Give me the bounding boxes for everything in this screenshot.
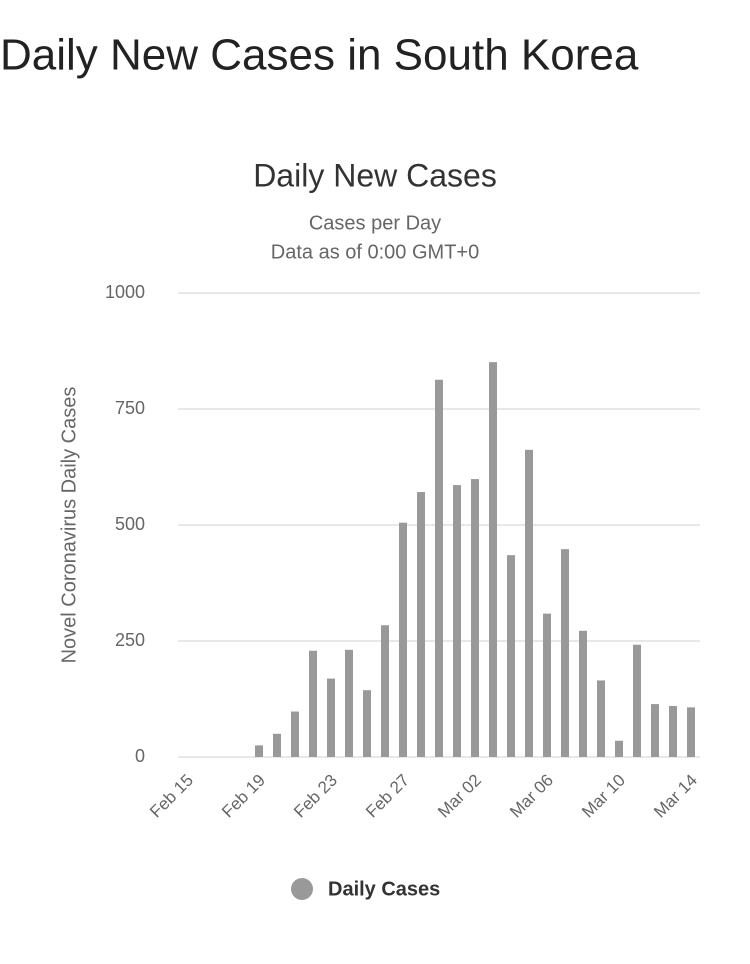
- y-tick-label: 1000: [105, 282, 145, 302]
- bar: [381, 625, 389, 757]
- x-tick-label: Mar 14: [650, 771, 701, 822]
- bar: [489, 362, 497, 757]
- legend-label: Daily Cases: [328, 878, 440, 900]
- bar: [597, 680, 605, 757]
- chart-subtitle: Data as of 0:00 GMT+0: [271, 241, 479, 263]
- y-tick-label: 750: [115, 398, 145, 418]
- x-tick-label: Feb 15: [146, 771, 197, 822]
- x-tick-label: Mar 02: [434, 771, 485, 822]
- y-axis-label: Novel Coronavirus Daily Cases: [58, 387, 80, 664]
- x-tick-label: Feb 19: [218, 771, 269, 822]
- y-tick-label: 0: [135, 746, 145, 766]
- bar: [363, 690, 371, 757]
- y-tick-label: 250: [115, 630, 145, 650]
- x-tick-label: Mar 10: [578, 771, 629, 822]
- chart-title: Daily New Cases: [253, 157, 497, 193]
- bar: [561, 549, 569, 757]
- bar: [255, 745, 263, 757]
- bar: [615, 740, 623, 757]
- y-tick-label: 500: [115, 514, 145, 534]
- legend-marker: [291, 878, 313, 900]
- bar: [543, 613, 551, 757]
- bar: [453, 485, 461, 757]
- bar: [525, 449, 533, 757]
- bar: [345, 649, 353, 757]
- bar: [417, 492, 425, 757]
- x-tick-label: Feb 23: [290, 771, 341, 822]
- bar: [327, 678, 335, 757]
- bar: [633, 644, 641, 757]
- bar: [435, 379, 443, 757]
- bar: [273, 733, 281, 757]
- bar: [579, 630, 587, 757]
- bar: [669, 705, 677, 757]
- x-tick-label: Feb 27: [362, 771, 413, 822]
- x-tick-label: Mar 06: [506, 771, 557, 822]
- chart-subtitle: Cases per Day: [309, 212, 441, 234]
- bar: [291, 711, 299, 757]
- bar: [471, 479, 479, 757]
- bar: [651, 704, 659, 757]
- bar: [687, 707, 695, 757]
- bar: [399, 522, 407, 757]
- bar: [507, 555, 515, 757]
- page-title: Daily New Cases in South Korea: [0, 31, 639, 80]
- bar: [309, 650, 317, 757]
